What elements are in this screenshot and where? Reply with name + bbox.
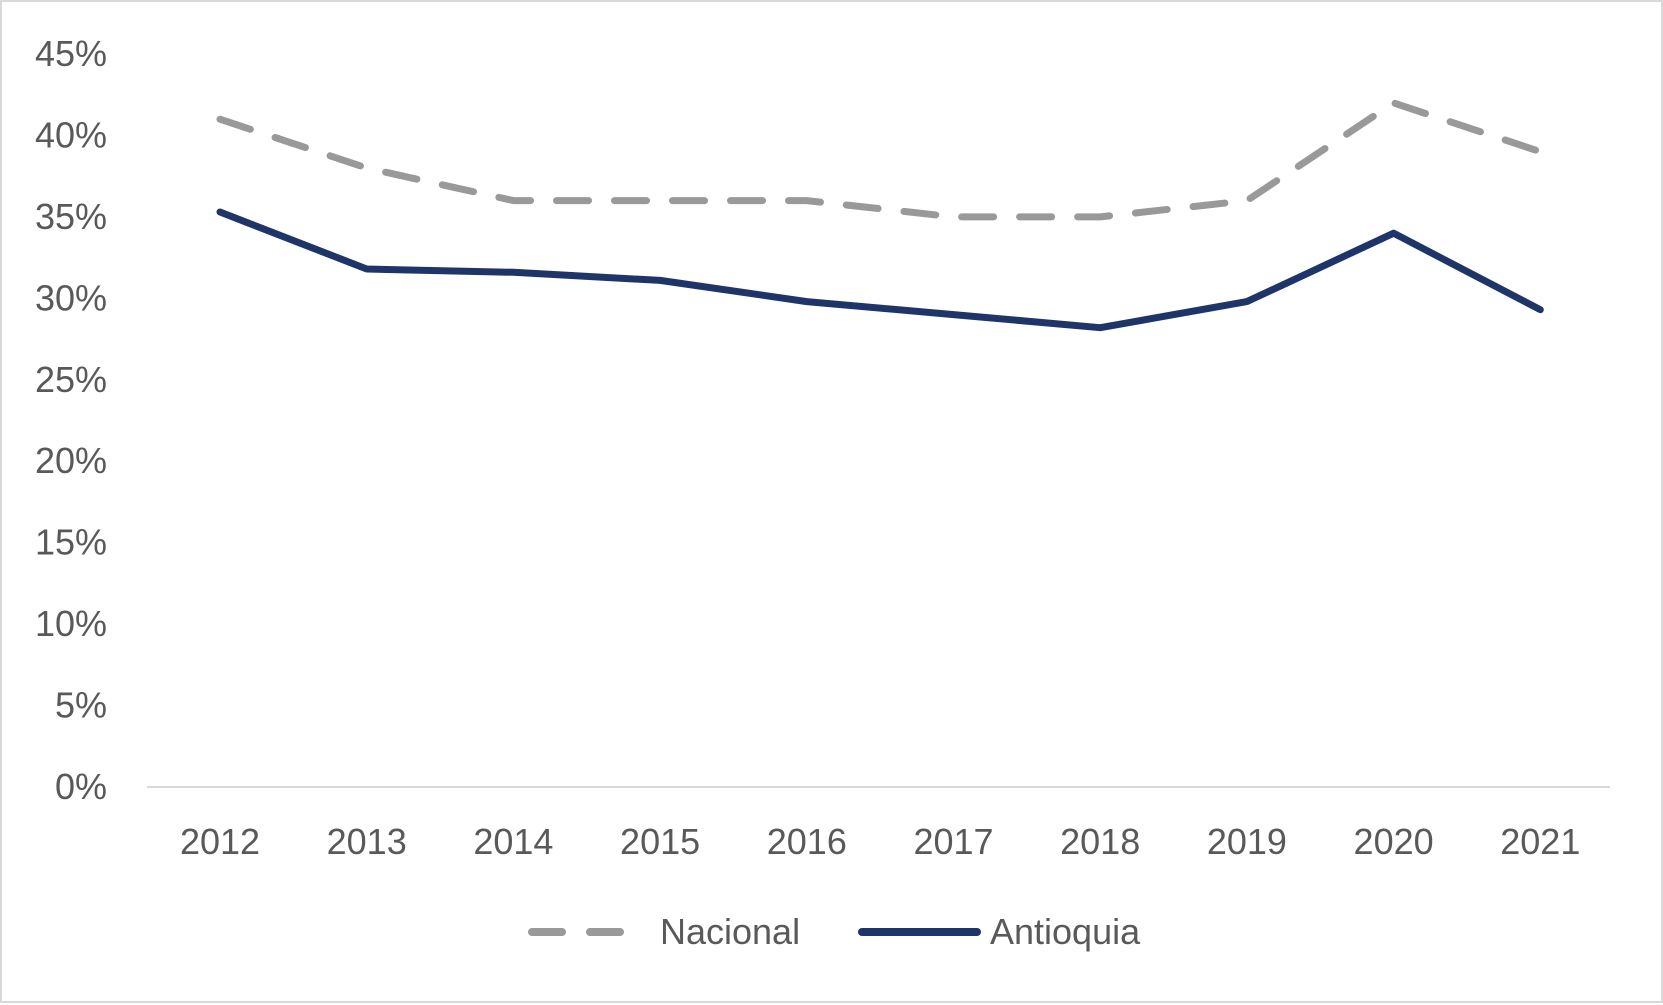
x-tick-label: 2014 — [473, 821, 553, 862]
y-tick-label: 40% — [35, 114, 107, 155]
y-tick-label: 30% — [35, 277, 107, 318]
x-axis-tick-labels: 2012 2013 2014 2015 2016 2017 2018 2019 2020 2021 — [180, 821, 1580, 862]
y-axis-tick-labels: 0% 5% 10% 15% 20% 25% 30% 35% 40% 45% — [35, 33, 107, 807]
y-tick-label: 10% — [35, 603, 107, 644]
legend: Nacional Antioquia — [528, 911, 1141, 952]
x-tick-label: 2020 — [1354, 821, 1434, 862]
series-line-nacional — [216, 99, 1544, 221]
legend-label-nacional: Nacional — [660, 911, 800, 952]
series-line-antioquia — [216, 208, 1544, 332]
y-tick-label: 25% — [35, 359, 107, 400]
x-tick-label: 2013 — [327, 821, 407, 862]
x-tick-label: 2015 — [620, 821, 700, 862]
x-tick-label: 2012 — [180, 821, 260, 862]
legend-label-antioquia: Antioquia — [990, 911, 1141, 952]
y-tick-label: 20% — [35, 440, 107, 481]
x-tick-label: 2019 — [1207, 821, 1287, 862]
series-lines — [216, 99, 1544, 332]
x-tick-label: 2018 — [1060, 821, 1140, 862]
y-tick-label: 5% — [55, 685, 107, 726]
y-tick-label: 15% — [35, 522, 107, 563]
x-tick-label: 2016 — [767, 821, 847, 862]
x-tick-label: 2021 — [1500, 821, 1580, 862]
x-tick-label: 2017 — [913, 821, 993, 862]
y-tick-label: 45% — [35, 33, 107, 74]
y-tick-label: 0% — [55, 766, 107, 807]
y-tick-label: 35% — [35, 196, 107, 237]
